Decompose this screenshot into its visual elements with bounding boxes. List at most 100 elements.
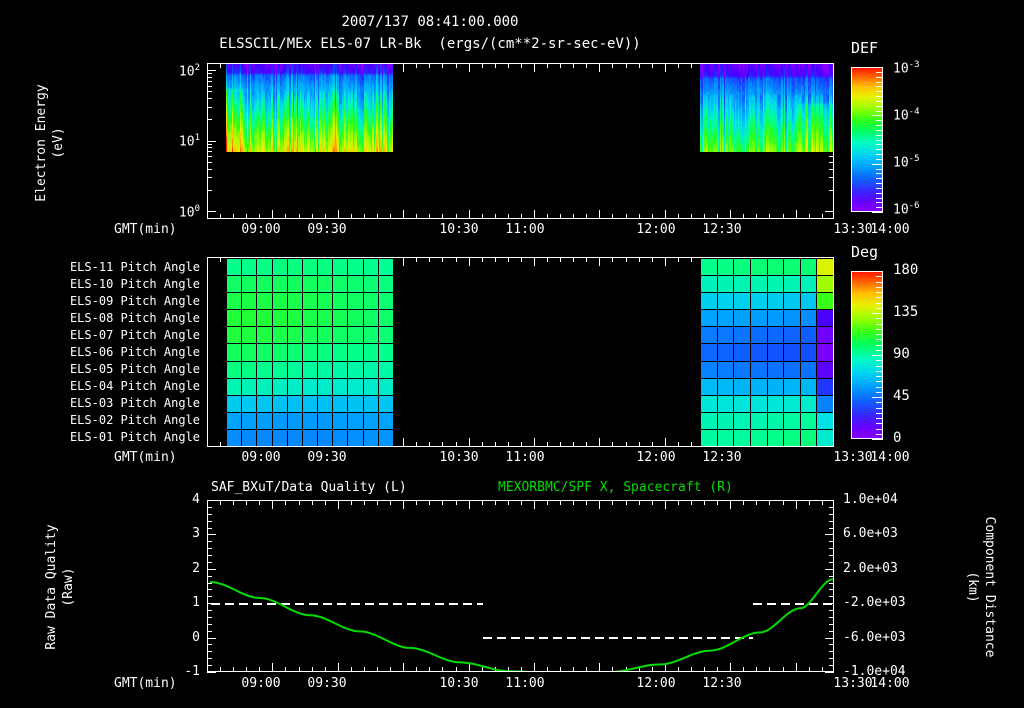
x-tick-label: 11:00: [505, 676, 545, 691]
x-minor-tick: [285, 214, 286, 219]
x-major-tick: [403, 63, 404, 72]
colorbar-minor-tick: [876, 77, 883, 78]
pitch-angle-cell: [799, 275, 818, 294]
x-minor-tick: [639, 667, 640, 672]
pitch-angle-cell: [226, 292, 243, 311]
colorbar-minor-tick: [876, 329, 883, 330]
spectrogram-column: [276, 64, 279, 152]
pitch-angle-cell: [733, 394, 751, 413]
pitch-angle-cell: [816, 394, 833, 413]
pitch-angle-cell: [783, 394, 801, 413]
x-minor-tick: [312, 667, 313, 672]
x-minor-tick: [442, 442, 443, 447]
pitch-angle-cell: [377, 394, 393, 413]
spectrogram-column: [253, 64, 256, 152]
pitch-angle-cell: [816, 377, 833, 396]
spectrogram-column: [788, 64, 791, 152]
spectrogram-column: [333, 64, 336, 152]
pitch-angle-cell: [301, 275, 319, 294]
x-tick-label: 12:30: [702, 450, 742, 465]
pitch-angle-cell: [799, 258, 818, 277]
pitch-angle-cell: [766, 428, 785, 446]
pitch-angle-cell: [749, 360, 768, 379]
bottom-ytick-right-label: 2.0e+03: [843, 561, 898, 576]
x-minor-tick: [586, 667, 587, 672]
pitch-angle-cell: [301, 292, 319, 311]
x-major-tick: [534, 663, 535, 672]
spectrogram-column: [262, 64, 265, 152]
spectrogram-column: [362, 64, 365, 152]
pitch-angle-cell: [286, 411, 303, 430]
y-major-tick: [825, 211, 834, 212]
x-major-tick: [796, 210, 797, 219]
pitch-angle-cell: [301, 377, 319, 396]
x-minor-tick: [442, 214, 443, 219]
x-major-tick: [207, 663, 208, 672]
y-minor-tick: [207, 562, 212, 563]
x-minor-tick: [691, 442, 692, 447]
x-minor-tick: [743, 500, 744, 505]
pitch-angle-cell: [301, 309, 319, 328]
spectrogram-column: [328, 64, 332, 152]
spectrogram-column: [277, 64, 280, 152]
pitch-angle-cell: [286, 394, 303, 413]
colorbar-minor-tick: [876, 429, 883, 430]
pitch-angle-cell: [317, 326, 334, 345]
y-minor-tick: [207, 596, 212, 597]
spectrogram-column: [799, 64, 802, 152]
pitch-angle-cell: [286, 343, 303, 362]
pitch-angle-cell: [783, 377, 801, 396]
pitch-angle-cell: [749, 377, 768, 396]
pitch-angle-cell: [226, 394, 243, 413]
colorbar-major-tick: [872, 271, 883, 272]
spectrogram-column: [366, 64, 369, 152]
x-minor-tick: [547, 63, 548, 68]
spectrogram-column: [784, 64, 787, 152]
x-major-tick: [469, 257, 470, 266]
y-minor-tick: [829, 541, 834, 542]
colorbar-minor-tick: [876, 173, 883, 174]
y-major-tick: [825, 534, 834, 535]
spectrogram-column: [369, 64, 372, 152]
spectrogram-column: [746, 64, 749, 152]
y-minor-tick: [829, 610, 834, 611]
spectrogram-column: [722, 64, 725, 152]
pitch-angle-cell: [700, 292, 718, 311]
bottom-ytick-left-label: 0: [192, 630, 200, 645]
spectrogram-column: [728, 64, 731, 152]
y-minor-tick: [207, 624, 212, 625]
pitch-angle-cell: [716, 258, 735, 277]
pitch-angle-cell: [816, 428, 833, 446]
spectrogram-column: [319, 64, 322, 152]
pitch-angle-cell: [347, 275, 364, 294]
data-quality-line-seg2: [483, 637, 753, 639]
x-major-tick: [599, 438, 600, 447]
spectrogram-column: [712, 64, 715, 152]
x-minor-tick: [560, 500, 561, 505]
pitch-angle-cell: [783, 411, 801, 430]
x-major-tick: [403, 257, 404, 266]
x-minor-tick: [717, 667, 718, 672]
pitch-angle-cell: [271, 360, 288, 379]
colorbar-major-tick: [872, 67, 883, 68]
spectrogram-column: [827, 64, 830, 152]
pitch-angle-cell: [816, 411, 833, 430]
x-major-tick: [534, 63, 535, 72]
pitch-angle-cell: [362, 377, 379, 396]
x-minor-tick: [678, 500, 679, 505]
x-major-tick: [207, 63, 208, 72]
pitch-angle-cell: [317, 377, 334, 396]
spectrogram-column: [280, 64, 283, 152]
spectrogram-column: [764, 64, 767, 152]
pitch-angle-cell: [783, 428, 801, 446]
pitch-angle-cell: [733, 343, 751, 362]
colorbar-minor-tick: [876, 318, 883, 319]
pitch-angle-cell: [783, 360, 801, 379]
pitch-angle-cell: [362, 428, 379, 446]
colorbar-minor-tick: [876, 202, 883, 203]
x-major-tick: [207, 257, 208, 266]
x-tick-label: 13:30: [833, 450, 873, 465]
x-minor-tick: [456, 442, 457, 447]
x-minor-tick: [822, 500, 823, 505]
spectrogram-column: [352, 64, 355, 152]
